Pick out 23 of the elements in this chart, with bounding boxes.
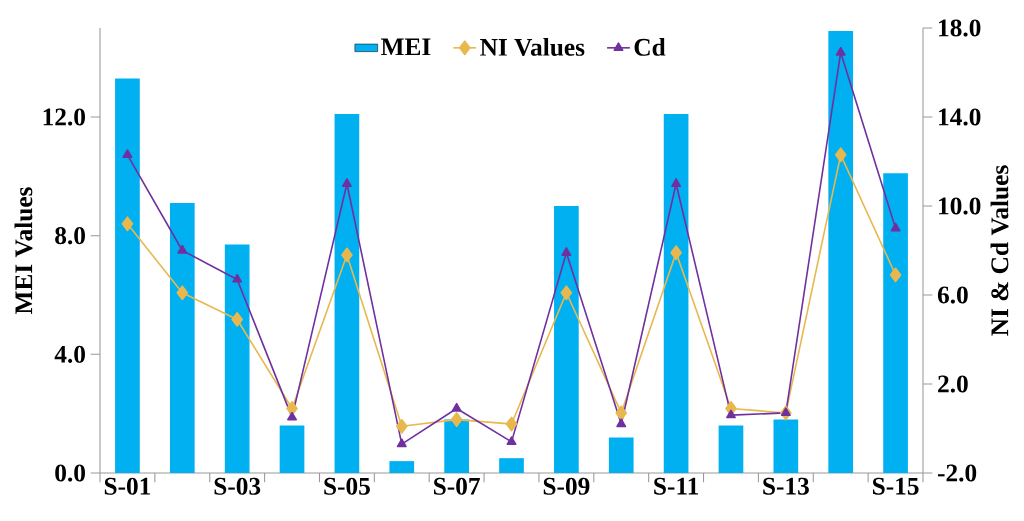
y2-tick-label: 6.0: [937, 286, 968, 304]
y-tick-label: 12.0: [43, 108, 85, 126]
x-tick-label: S-03: [214, 477, 261, 495]
legend-label: MEI: [381, 38, 431, 56]
legend-label: Cd: [634, 38, 666, 56]
x-tick-label: S-13: [763, 477, 809, 495]
y-axis-title: MEI Values: [14, 187, 33, 314]
x-tick-label: S-09: [543, 477, 590, 495]
y-tick-label: 8.0: [55, 227, 85, 245]
x-tick-label: S-05: [324, 477, 370, 495]
y2-tick-label: 18.0: [939, 19, 981, 37]
x-tick-label: S-01: [104, 477, 151, 495]
y-tick-label: 4.0: [54, 345, 85, 363]
legend-label: NI Values: [480, 38, 585, 56]
y2-tick-label: 2.0: [938, 375, 968, 393]
x-tick-label: S-11: [654, 477, 699, 495]
x-tick-label: S-15: [872, 477, 919, 495]
y2-tick-label: 10.0: [939, 197, 981, 215]
y2-tick-label: -2.0: [937, 464, 977, 482]
y2-axis-title: NI & Cd Values: [990, 165, 1009, 336]
x-tick-label: S-07: [434, 477, 480, 495]
y-tick-label: 0.0: [55, 464, 85, 482]
y2-tick-label: 14.0: [939, 108, 981, 126]
